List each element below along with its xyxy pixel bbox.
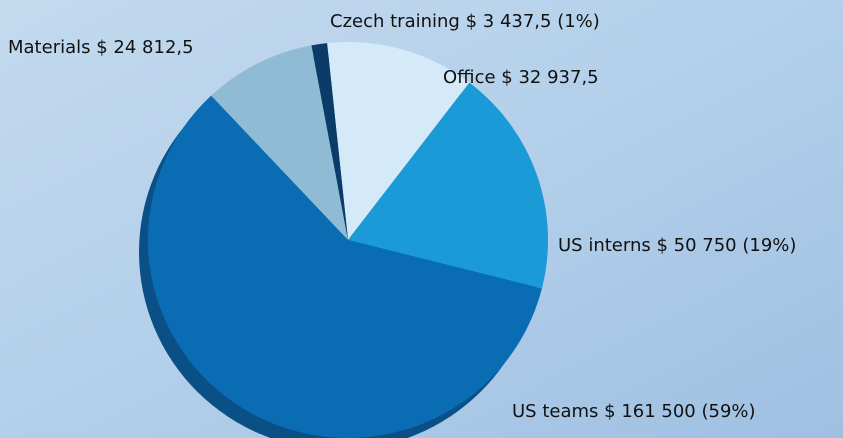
pie-slice: [348, 82, 548, 289]
category-name: US teams: [512, 401, 598, 422]
slice-label: Office $ 32 937,5: [443, 67, 599, 88]
pie-slice: [311, 43, 348, 241]
slice-label: US interns $ 50 750 (19%): [558, 235, 796, 256]
labels: Office $ 32 937,5 US interns $ 50 750 (19…: [8, 11, 796, 422]
pie: [139, 41, 548, 438]
pie-slice: [147, 95, 542, 438]
category-name: Office: [443, 67, 496, 88]
value-label: $ 24 812,5: [96, 37, 193, 58]
value-label: $ 32 937,5: [501, 67, 598, 88]
slice-label: US teams $ 161 500 (59%): [512, 401, 756, 422]
slice-label: Materials $ 24 812,5: [8, 37, 194, 58]
category-name: Czech training: [330, 11, 460, 32]
pie-slice: [211, 45, 348, 240]
slice-label: Czech training $ 3 437,5 (1%): [330, 11, 600, 32]
category-name: Materials: [8, 37, 91, 58]
category-name: US interns: [558, 235, 651, 256]
value-label: $ 161 500 (59%): [604, 401, 755, 422]
pie-slice: [327, 41, 470, 240]
value-label: $ 50 750 (19%): [656, 235, 796, 256]
value-label: $ 3 437,5 (1%): [466, 11, 600, 32]
